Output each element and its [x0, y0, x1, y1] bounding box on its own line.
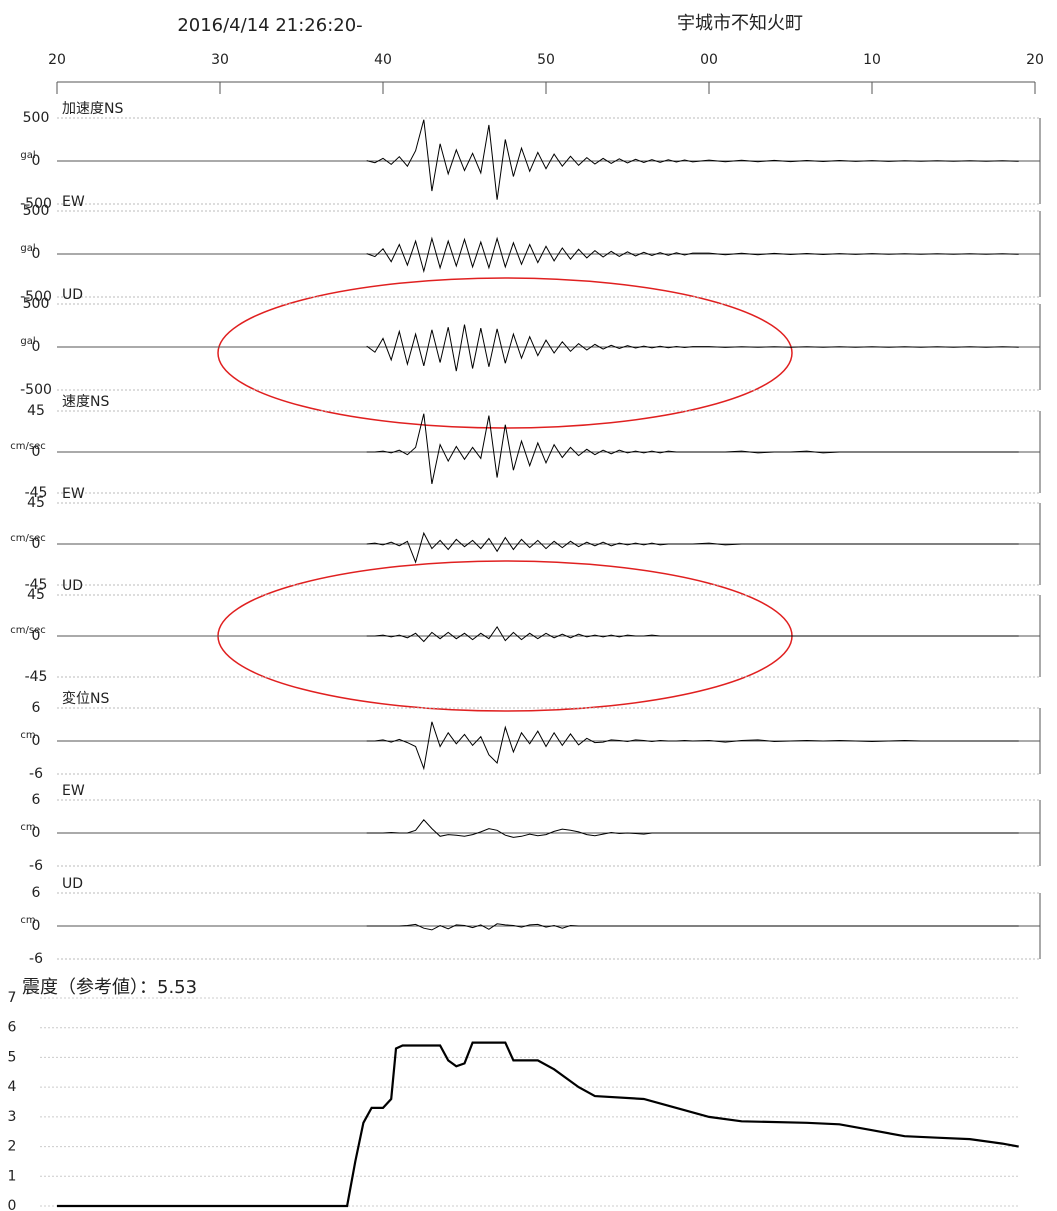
peak-value: 5.53 [157, 977, 197, 998]
x-tick-label: 50 [537, 52, 555, 68]
waveform [366, 923, 1019, 931]
waveform [366, 324, 1019, 372]
panel-title: UD [62, 578, 83, 594]
y-tick-label: -6 [29, 766, 43, 782]
y-tick-label: 4 [8, 1079, 17, 1095]
y-tick-label: 500 [23, 110, 50, 126]
datetime: 2016/4/14 21:26:20- [177, 15, 362, 36]
y-tick-label: 1 [8, 1168, 17, 1184]
y-tick-label: 45 [27, 587, 45, 603]
y-tick-label: 6 [32, 792, 41, 808]
intensity-title: 震度（参考値）：5.53 [22, 977, 197, 998]
waveform [366, 119, 1019, 200]
x-tick-label: 20 [48, 52, 66, 68]
y-tick-label: -6 [29, 858, 43, 874]
waveform [366, 413, 1019, 485]
y-tick-label: 0 [32, 246, 41, 262]
panel-title: 変位NS [62, 690, 109, 707]
unit-label: cm [20, 822, 35, 833]
y-tick-label: 0 [8, 1198, 17, 1211]
location: 宇城市不知火町 [677, 13, 803, 34]
y-tick-label: 45 [27, 495, 45, 511]
y-tick-label: -45 [25, 577, 48, 593]
y-tick-label: 0 [32, 825, 41, 841]
waveform [366, 819, 1019, 838]
x-tick-label: 20 [1026, 52, 1044, 68]
y-tick-label: 0 [32, 444, 41, 460]
y-tick-label: 6 [8, 1020, 17, 1036]
y-tick-label: 7 [8, 990, 17, 1006]
panel-title: 速度NS [62, 394, 109, 410]
y-tick-label: 0 [32, 536, 41, 552]
waveform [366, 721, 1019, 771]
y-tick-label: -500 [20, 196, 52, 212]
y-tick-label: -45 [25, 485, 48, 501]
panel-title: 加速度NS [62, 101, 123, 117]
y-tick-label: 0 [32, 733, 41, 749]
intensity-line [57, 1041, 1019, 1208]
y-tick-label: 6 [32, 700, 41, 716]
y-tick-label: 0 [32, 153, 41, 169]
y-tick-label: 0 [32, 918, 41, 934]
waveform [366, 625, 1019, 643]
unit-label: gal [20, 243, 35, 254]
panel-title: EW [62, 486, 85, 502]
y-tick-label: 3 [8, 1109, 17, 1125]
waveform [366, 236, 1019, 274]
y-tick-label: 2 [8, 1139, 17, 1155]
waveform [366, 531, 1019, 564]
y-tick-label: 500 [23, 203, 50, 219]
highlight-ellipse [217, 277, 793, 429]
unit-label: cm/sec [10, 533, 45, 544]
unit-label: cm [20, 730, 35, 741]
unit-label: gal [20, 150, 35, 161]
y-tick-label: 6 [32, 885, 41, 901]
unit-label: gal [20, 336, 35, 347]
x-tick-label: 10 [863, 52, 881, 68]
panel-title: EW [62, 783, 85, 799]
unit-label: cm [20, 915, 35, 926]
unit-label: cm/sec [10, 441, 45, 452]
x-tick-label: 40 [374, 52, 392, 68]
y-tick-label: 0 [32, 339, 41, 355]
x-tick-label: 00 [700, 52, 718, 68]
y-tick-label: -45 [25, 669, 48, 685]
x-tick-label: 30 [211, 52, 229, 68]
title-text: 震度（参考値）： [22, 977, 157, 998]
y-tick-label: 500 [23, 296, 50, 312]
y-tick-label: 45 [27, 403, 45, 419]
y-tick-label: -500 [20, 382, 52, 398]
y-tick-label: 0 [32, 628, 41, 644]
panel-title: UD [62, 876, 83, 892]
panel-title: EW [62, 194, 85, 210]
y-tick-label: 5 [8, 1049, 17, 1065]
unit-label: cm/sec [10, 625, 45, 636]
panel-title: UD [62, 287, 83, 303]
y-tick-label: -500 [20, 289, 52, 305]
y-tick-label: -6 [29, 951, 43, 967]
